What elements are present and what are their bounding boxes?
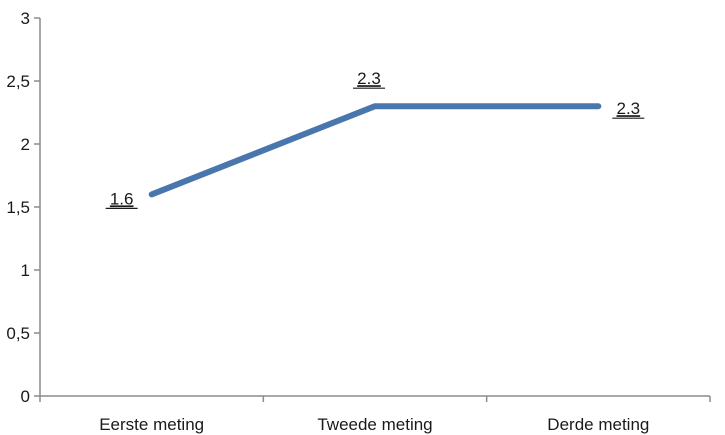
x-tick-label: Derde meting (547, 415, 649, 434)
y-tick-label: 0,5 (6, 324, 30, 343)
y-tick-label: 1,5 (6, 198, 30, 217)
y-tick-label: 2 (21, 135, 30, 154)
data-label: 1.6 (110, 189, 134, 208)
x-tick-label: Eerste meting (99, 415, 204, 434)
y-tick-label: 1 (21, 261, 30, 280)
y-tick-label: 2,5 (6, 72, 30, 91)
data-label: 2.3 (357, 69, 381, 88)
x-tick-label: Tweede meting (317, 415, 432, 434)
x-ticks: Eerste meting Tweede meting Derde meting (39, 396, 711, 434)
series-line (148, 103, 602, 198)
data-labels: 1.6 2.3 2.3 (105, 69, 645, 209)
data-label: 2.3 (617, 99, 641, 118)
series-group (148, 103, 602, 198)
y-tick-label: 0 (21, 387, 30, 406)
y-tick-label: 3 (21, 9, 30, 28)
y-ticks: 0 0,5 1 1,5 2 2,5 3 (6, 9, 40, 406)
